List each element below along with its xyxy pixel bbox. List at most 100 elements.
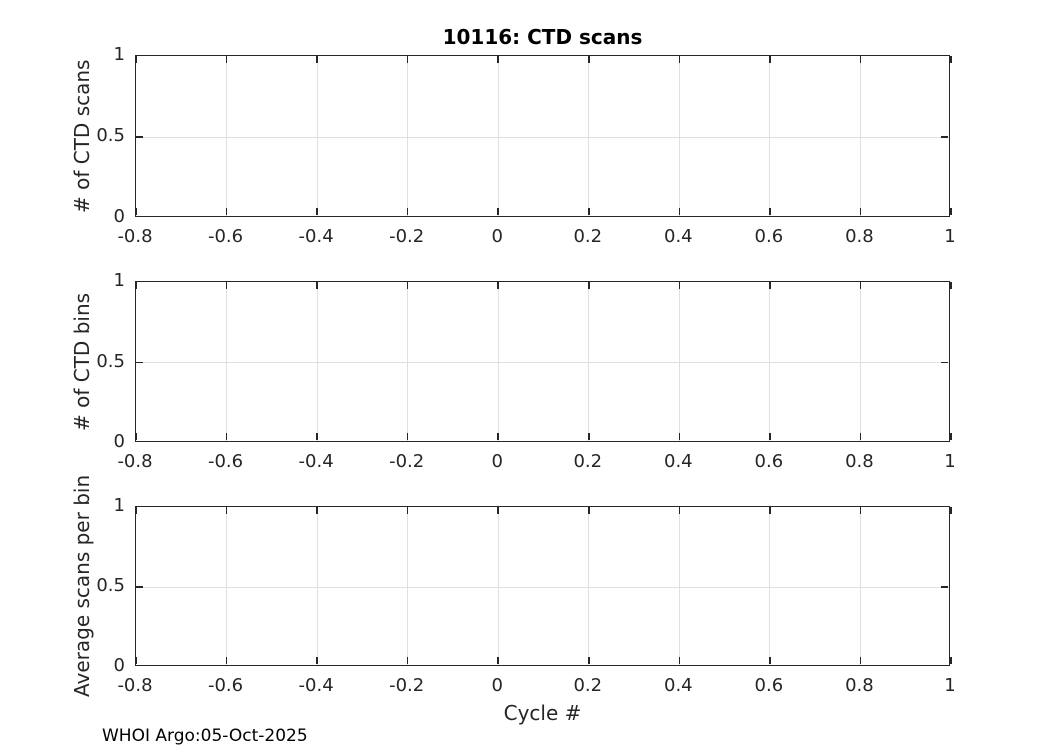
tick-mark-x-top (135, 56, 137, 63)
x-tick-label: -0.2 (389, 451, 425, 472)
gridline-vertical (678, 56, 680, 216)
y-tick-label: 1 (113, 495, 125, 516)
x-axis-label: Cycle # (503, 701, 582, 725)
x-tick-label: -0.6 (207, 675, 244, 696)
y-tick-label: 0.5 (96, 350, 125, 372)
x-tick-label: 0.2 (573, 451, 603, 472)
tick-mark-x-bottom (135, 657, 137, 664)
tick-mark-x-bottom (316, 208, 318, 215)
tick-mark-y-left (136, 361, 143, 364)
x-tick-label: 0 (491, 226, 503, 247)
tick-mark-x-top (588, 507, 590, 514)
x-tick-label: 0.6 (754, 451, 784, 472)
tick-mark-x-top (225, 507, 228, 514)
x-tick-label: -0.4 (298, 451, 334, 472)
tick-mark-x-bottom (859, 433, 862, 440)
tick-mark-x-bottom (225, 433, 228, 440)
tick-mark-x-top (769, 507, 771, 514)
y-tick-label: 1 (113, 44, 125, 65)
x-tick-label: 0.6 (754, 675, 784, 696)
tick-mark-x-bottom (406, 208, 409, 215)
gridline-vertical (588, 282, 590, 441)
x-tick-label: 0.2 (573, 226, 603, 247)
tick-mark-x-bottom (588, 208, 590, 215)
tick-mark-x-top (678, 56, 681, 63)
tick-mark-x-bottom (950, 433, 952, 440)
tick-mark-x-top (316, 56, 318, 63)
x-tick-label: -0.2 (389, 226, 425, 247)
tick-mark-x-bottom (678, 208, 681, 215)
tick-mark-x-bottom (406, 433, 409, 440)
tick-mark-x-bottom (406, 657, 409, 664)
tick-mark-x-bottom (497, 657, 499, 664)
tick-mark-x-bottom (135, 208, 137, 215)
x-tick-label: -0.4 (298, 675, 334, 696)
x-tick-label: 0.8 (845, 675, 874, 696)
tick-mark-x-top (950, 507, 952, 514)
y-tick-label: 0.5 (96, 125, 125, 146)
tick-mark-x-top (588, 56, 590, 63)
plot-box (135, 281, 952, 442)
tick-mark-x-top (135, 282, 137, 289)
x-tick-label: -0.6 (207, 451, 244, 472)
tick-mark-x-bottom (225, 208, 228, 215)
gridline-vertical (316, 282, 318, 441)
tick-mark-x-bottom (769, 657, 771, 664)
tick-mark-x-bottom (316, 657, 318, 664)
y-tick-label: 0 (113, 655, 125, 676)
x-tick-label: -0.8 (117, 226, 153, 247)
gridline-horizontal (136, 362, 949, 363)
tick-mark-y-left (136, 586, 143, 588)
gridline-vertical (769, 56, 771, 216)
plot-box (135, 55, 952, 217)
x-tick-label: 0.8 (845, 226, 874, 247)
tick-mark-x-top (406, 507, 409, 514)
plot-box (135, 506, 952, 666)
tick-mark-x-top (406, 56, 409, 63)
gridline-horizontal (136, 586, 949, 588)
tick-mark-x-top (678, 282, 681, 289)
gridline-vertical (226, 507, 228, 665)
tick-mark-x-bottom (497, 433, 499, 440)
gridline-vertical (769, 282, 771, 441)
x-tick-label: 0.6 (754, 226, 784, 247)
gridline-vertical (497, 507, 499, 665)
tick-mark-x-top (678, 507, 681, 514)
tick-mark-x-top (769, 282, 771, 289)
gridline-vertical (497, 56, 499, 216)
tick-mark-x-top (769, 56, 771, 63)
gridline-vertical (678, 282, 680, 441)
tick-mark-x-top (225, 56, 228, 63)
tick-mark-x-bottom (950, 208, 952, 215)
x-tick-label: -0.8 (117, 675, 153, 696)
tick-mark-y-right (941, 361, 948, 364)
tick-mark-x-top (135, 507, 137, 514)
tick-mark-x-top (950, 56, 952, 63)
gridline-vertical (859, 507, 861, 665)
tick-mark-y-right (941, 136, 948, 138)
tick-mark-y-left (136, 136, 143, 138)
x-tick-label: -0.2 (389, 675, 425, 696)
tick-mark-x-bottom (769, 433, 771, 440)
y-tick-label: 0 (113, 431, 125, 452)
tick-mark-x-bottom (859, 657, 862, 664)
gridline-vertical (316, 507, 318, 665)
footer-credit: WHOI Argo:05-Oct-2025 (102, 726, 308, 746)
x-tick-label: 1 (944, 675, 956, 696)
tick-mark-x-top (316, 507, 318, 514)
tick-mark-x-top (406, 282, 409, 289)
tick-mark-x-bottom (497, 208, 499, 215)
tick-mark-x-bottom (769, 208, 771, 215)
tick-mark-x-top (316, 282, 318, 289)
tick-mark-x-top (859, 56, 862, 63)
x-tick-label: 0.2 (573, 675, 603, 696)
gridline-vertical (859, 282, 861, 441)
tick-mark-x-bottom (950, 657, 952, 664)
tick-mark-x-bottom (678, 657, 681, 664)
tick-mark-x-top (225, 282, 228, 289)
gridline-vertical (588, 507, 590, 665)
tick-mark-x-top (859, 507, 862, 514)
tick-mark-x-bottom (588, 433, 590, 440)
x-tick-label: -0.4 (298, 226, 334, 247)
